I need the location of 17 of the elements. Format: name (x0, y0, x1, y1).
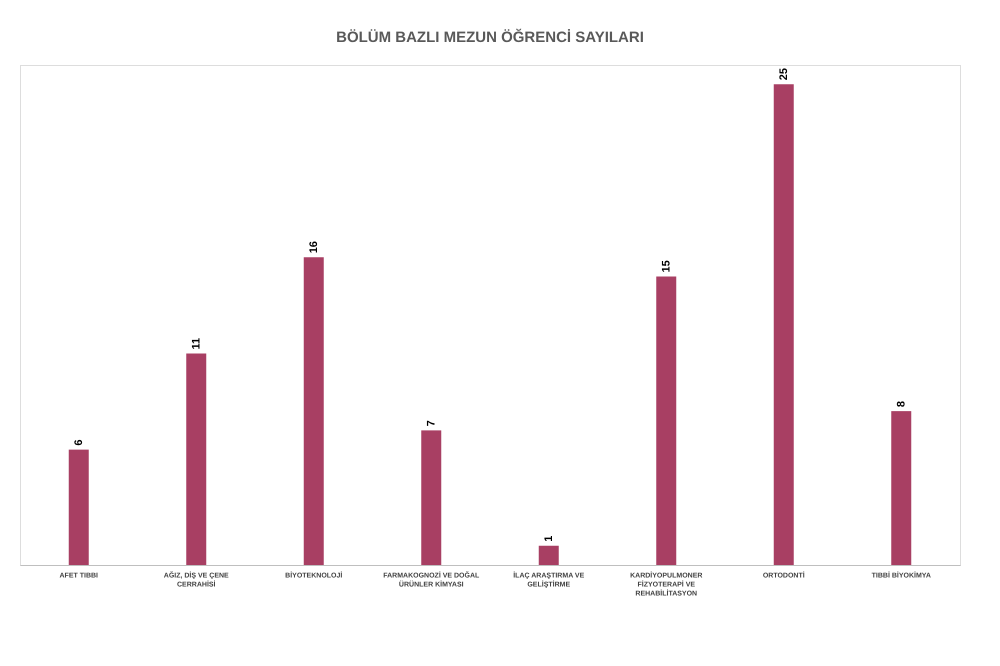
bar (656, 276, 676, 565)
data-label: 7 (425, 420, 438, 426)
bar (68, 450, 89, 565)
bar (774, 84, 794, 565)
bar (421, 430, 442, 565)
data-label: 8 (895, 401, 908, 408)
data-label: 6 (72, 439, 85, 446)
bar (891, 411, 912, 565)
data-label: 25 (778, 68, 790, 80)
data-label: 11 (190, 338, 202, 350)
data-label: 1 (542, 536, 555, 542)
bar (186, 353, 206, 565)
bar (304, 257, 324, 565)
chart-title: BÖLÜM BAZLI MEZUN ÖĞRENCİ SAYILARI (336, 28, 644, 46)
data-label: 16 (308, 241, 320, 254)
bar (538, 546, 559, 565)
data-label: 15 (660, 260, 672, 273)
